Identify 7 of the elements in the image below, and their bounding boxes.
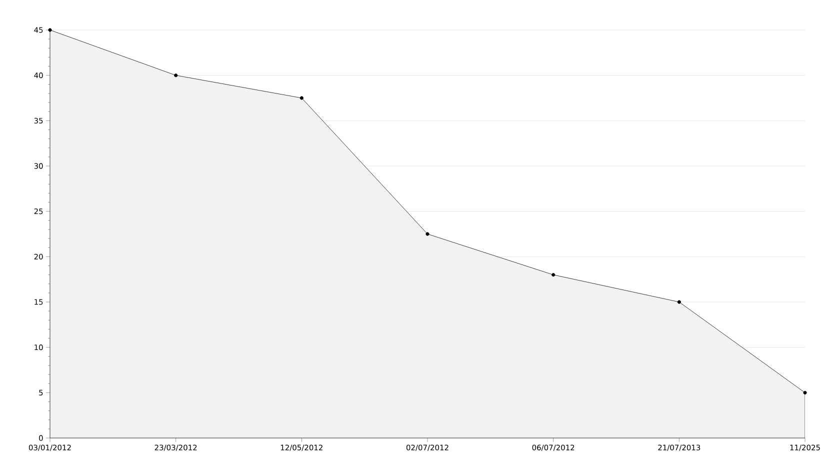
point <box>677 300 681 304</box>
point <box>552 273 556 277</box>
point <box>300 96 304 100</box>
point <box>803 390 807 394</box>
point <box>426 232 430 236</box>
point <box>174 74 178 78</box>
point <box>48 28 52 32</box>
